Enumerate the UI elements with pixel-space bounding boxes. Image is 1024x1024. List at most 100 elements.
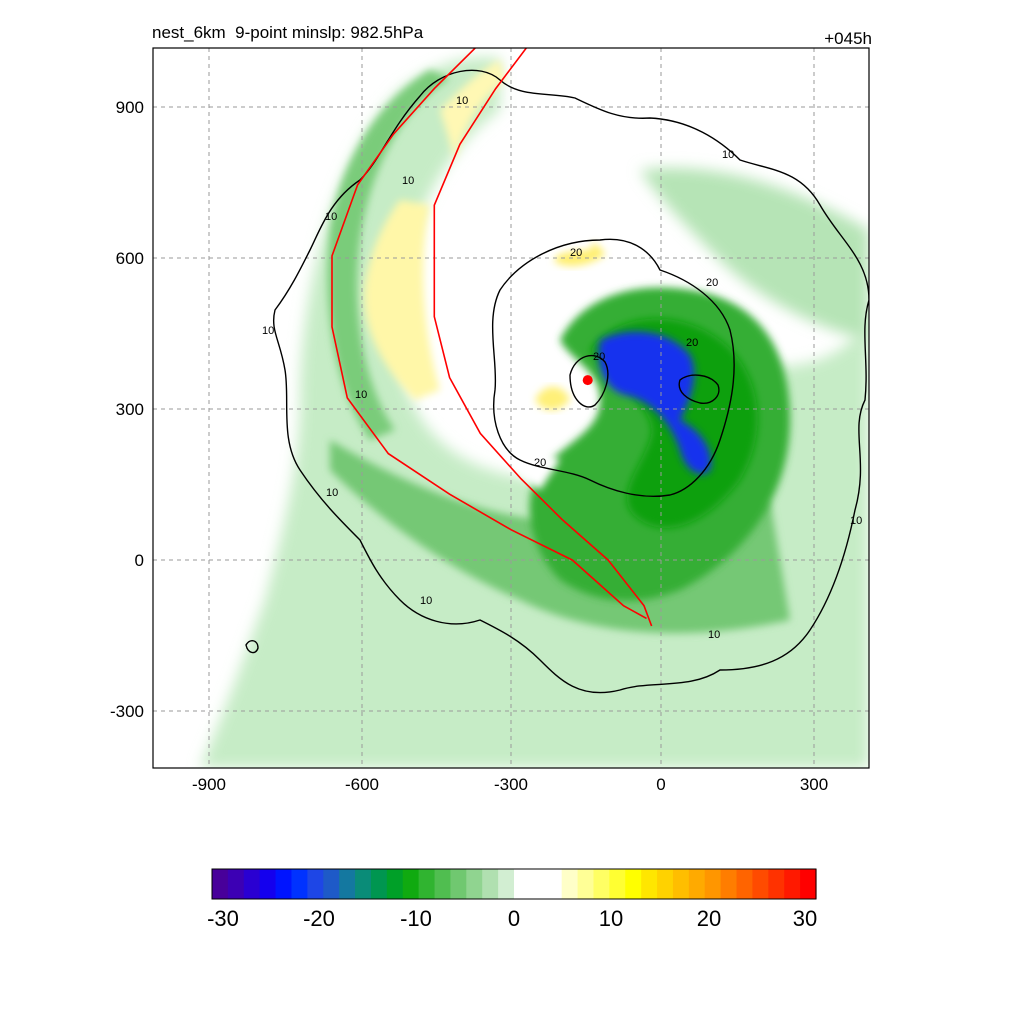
- colorbar-swatch: [593, 869, 610, 899]
- y-axis: 900 600 300 0 -300: [110, 98, 144, 721]
- colorbar-swatch: [450, 869, 467, 899]
- field-east-green: [640, 168, 869, 340]
- colorbar-swatch: [529, 869, 547, 899]
- colorbar-tick-label: -30: [207, 906, 239, 931]
- colorbar-swatch: [339, 869, 356, 899]
- colorbar-swatch: [243, 869, 261, 899]
- contour-label: 10: [850, 515, 862, 527]
- field-white-arc: [468, 218, 600, 491]
- colorbar-tick-label: 30: [793, 906, 817, 931]
- colorbar-swatch: [672, 869, 690, 899]
- x-tick-label: 0: [656, 775, 665, 794]
- x-tick-label: 300: [800, 775, 828, 794]
- field-west-yellow-band: [364, 200, 440, 400]
- plot-area: 10 10 10 10 10 10 10 10 10 10 20 20 20 2…: [153, 48, 869, 768]
- colorbar-tick-label: 0: [508, 906, 520, 931]
- contour-label: 20: [686, 337, 698, 349]
- track-line-2: [433, 48, 653, 627]
- contour-label: 10: [722, 149, 734, 161]
- contour-label: 20: [570, 247, 582, 259]
- colorbar-swatch: [386, 869, 404, 899]
- y-tick-label: 300: [116, 400, 144, 419]
- colorbar-swatch: [800, 869, 817, 899]
- contour-10-southwest-cell: [245, 640, 259, 654]
- colorbar-swatch: [259, 869, 277, 899]
- x-tick-label: -600: [345, 775, 379, 794]
- x-tick-label: -300: [494, 775, 528, 794]
- contour-20-inner: [491, 238, 735, 498]
- colorbar: [212, 869, 817, 899]
- field-north-yellow-strip: [440, 60, 505, 160]
- colorbar-swatch: [482, 869, 499, 899]
- colorbar-tick-label: 20: [697, 906, 721, 931]
- colorbar-swatch: [784, 869, 801, 899]
- y-tick-label: 600: [116, 249, 144, 268]
- track-line-1: [331, 48, 647, 620]
- field-yellow-patch-center: [535, 386, 570, 411]
- colorbar-swatch: [609, 869, 626, 899]
- colorbar-tick-label: -20: [303, 906, 335, 931]
- contour-label: 10: [262, 325, 274, 337]
- contour-label: 10: [708, 629, 720, 641]
- chart-title: nest_6km 9-point minslp: 982.5hPa: [152, 23, 424, 42]
- colorbar-swatch: [275, 869, 293, 899]
- colorbar-swatch: [355, 869, 372, 899]
- contour-label: 10: [355, 389, 367, 401]
- colorbar-swatch: [227, 869, 245, 899]
- colorbar-swatch: [736, 869, 754, 899]
- colorbar-swatch: [625, 869, 642, 899]
- contours: [245, 69, 869, 694]
- colorbar-tick-label: 10: [599, 906, 623, 931]
- colorbar-swatch: [561, 869, 579, 899]
- contour-label: 10: [325, 211, 337, 223]
- colorbar-swatch: [545, 869, 563, 899]
- field-core-blue: [598, 331, 711, 474]
- x-axis: -900 -600 -300 0 300: [192, 775, 828, 794]
- colorbar-swatch: [514, 869, 531, 899]
- colorbar-swatch: [768, 869, 785, 899]
- colorbar-swatch: [641, 869, 658, 899]
- contour-label: 10: [402, 175, 414, 187]
- colorbar-tick-label: -10: [400, 906, 432, 931]
- y-tick-label: 900: [116, 98, 144, 117]
- y-tick-label: -300: [110, 702, 144, 721]
- contour-20-east-cell: [678, 374, 720, 404]
- colorbar-swatch: [466, 869, 483, 899]
- contour-label: 10: [326, 487, 338, 499]
- contour-10-outer: [272, 69, 869, 694]
- colorbar-swatch: [577, 869, 595, 899]
- colorbar-swatch: [212, 869, 229, 899]
- colorbar-swatch: [434, 869, 452, 899]
- forecast-hour-label: +045h: [824, 29, 872, 48]
- colorbar-swatch: [657, 869, 674, 899]
- plot-frame: [152, 47, 870, 769]
- colorbar-swatch: [307, 869, 324, 899]
- track-lines: [331, 48, 653, 627]
- colorbar-swatch: [418, 869, 436, 899]
- colorbar-swatch: [323, 869, 340, 899]
- colorbar-swatch: [498, 869, 515, 899]
- colorbar-swatch: [720, 869, 738, 899]
- contour-labels: 10 10 10 10 10 10 10 10 10 10 20 20 20 2…: [262, 95, 862, 641]
- field-northwest-band: [327, 70, 450, 440]
- shaded-field: [200, 57, 869, 768]
- colorbar-swatch: [370, 869, 388, 899]
- colorbar-ticks: -30 -20 -10 0 10 20 30: [207, 906, 817, 931]
- contour-label: 20: [534, 457, 546, 469]
- contour-label: 10: [420, 595, 432, 607]
- colorbar-swatch: [688, 869, 706, 899]
- grid: [153, 48, 869, 768]
- contour-label: 10: [456, 95, 468, 107]
- colorbar-swatch: [402, 869, 420, 899]
- contour-label: 20: [706, 277, 718, 289]
- x-tick-label: -900: [192, 775, 226, 794]
- colorbar-frame: [211, 868, 817, 900]
- colorbar-swatch: [752, 869, 769, 899]
- contour-label: 20: [593, 351, 605, 363]
- contour-20-eye: [569, 354, 609, 408]
- colorbar-swatch: [291, 869, 308, 899]
- y-tick-label: 0: [135, 551, 144, 570]
- colorbar-swatch: [704, 869, 722, 899]
- storm-center-marker: [582, 375, 593, 386]
